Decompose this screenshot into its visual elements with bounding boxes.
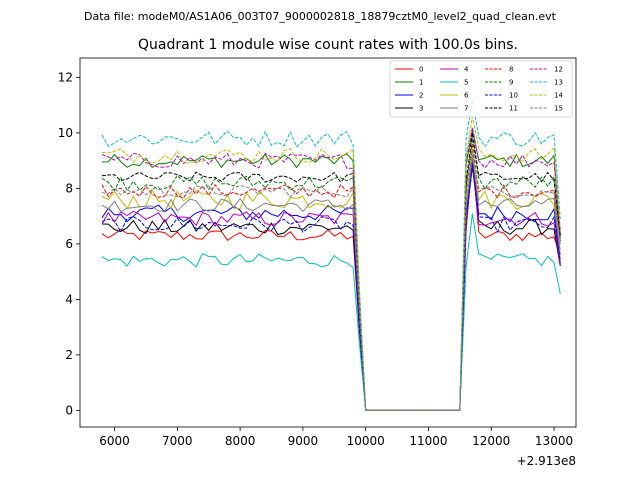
series-line-7 <box>101 155 561 411</box>
legend-label-11: 11 <box>509 105 518 113</box>
legend-label-13: 13 <box>554 79 563 87</box>
legend-label-10: 10 <box>509 92 518 100</box>
series-line-14 <box>101 116 561 411</box>
legend-box <box>389 60 573 118</box>
legend-label-12: 12 <box>554 66 563 74</box>
x-tick-label: 11000 <box>409 434 447 448</box>
series-line-15 <box>101 149 561 411</box>
y-tick-label: 6 <box>65 237 73 251</box>
legend-label-15: 15 <box>554 105 563 113</box>
axes-frame <box>79 57 577 428</box>
y-tick-label: 4 <box>65 292 73 306</box>
series-line-3 <box>101 166 561 411</box>
y-tick-label: 12 <box>58 70 73 84</box>
chart-title: Quadrant 1 module wise count rates with … <box>138 37 518 53</box>
legend-label-2: 2 <box>419 92 423 100</box>
x-tick-label: 10000 <box>347 434 385 448</box>
legend-label-5: 5 <box>464 79 468 87</box>
legend-label-4: 4 <box>464 66 469 74</box>
series-line-11 <box>101 132 561 411</box>
legend-label-0: 0 <box>419 66 423 74</box>
series-line-12 <box>101 127 561 411</box>
data-file-label: Data file: modeM0/AS1A06_003T07_90000028… <box>84 10 557 23</box>
legend-label-14: 14 <box>554 92 563 100</box>
y-tick-label: 8 <box>65 181 73 195</box>
legend-label-1: 1 <box>419 79 423 87</box>
series-line-8 <box>101 143 561 411</box>
series-line-5 <box>101 213 561 411</box>
legend-label-9: 9 <box>509 79 513 87</box>
series-line-6 <box>101 149 561 411</box>
legend-label-7: 7 <box>464 105 468 113</box>
legend-label-8: 8 <box>509 66 513 74</box>
series-line-2 <box>101 160 561 411</box>
x-offset-label: +2.913e8 <box>517 454 576 468</box>
series-line-1 <box>101 129 561 411</box>
y-tick-label: 10 <box>58 126 73 140</box>
series-line-0 <box>101 155 561 411</box>
x-tick-label: 6000 <box>99 434 130 448</box>
series-line-4 <box>101 160 561 411</box>
plot-area: 6000 7000 8000 9000 10000 11000 12000 13000+2.9… <box>58 57 577 468</box>
series-line-13 <box>101 99 561 411</box>
series-line-9 <box>101 138 561 411</box>
x-tick-label: 13000 <box>535 434 573 448</box>
series-line-10 <box>101 163 561 411</box>
legend-label-3: 3 <box>419 105 423 113</box>
x-tick-label: 7000 <box>162 434 193 448</box>
y-tick-label: 2 <box>65 348 73 362</box>
x-tick-label: 8000 <box>225 434 256 448</box>
x-tick-label: 9000 <box>288 434 319 448</box>
legend-label-6: 6 <box>464 92 469 100</box>
x-tick-label: 12000 <box>472 434 510 448</box>
y-tick-label: 0 <box>65 403 73 417</box>
